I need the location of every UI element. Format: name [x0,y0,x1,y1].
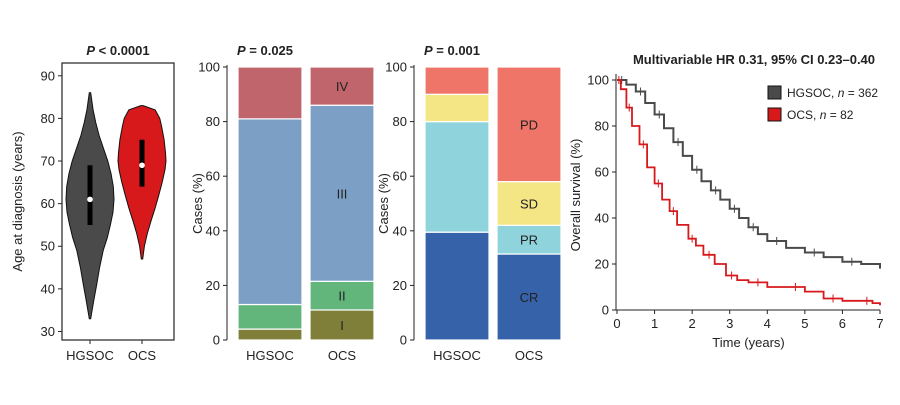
violin-median-dot-hgsoc [87,196,93,203]
response-bar-segment-ocs-pd [496,66,562,183]
response-bar-segment-hgsoc-pd [424,66,490,95]
legend-separator: , [813,108,820,122]
response-x-tick-label: OCS [515,348,544,363]
violin-x-tick-label: OCS [128,348,157,363]
violin-median-dot-ocs [139,162,145,169]
survival-x-tick-label: 3 [726,316,733,331]
stage-title-p: P [237,43,246,58]
response-bar-segment-hgsoc-pr [424,120,490,233]
violin-title: P < 0.0001 [86,43,149,58]
response-bar-segment-ocs-cr [496,253,562,341]
violin-y-tick-label: 90 [41,68,55,83]
stage-y-axis-title: Cases (%) [190,173,205,234]
legend-n-value: 362 [858,86,878,100]
survival-curve-ocs [617,79,881,306]
survival-y-tick-label: 80 [595,119,609,134]
violin-title-p: P [86,43,95,58]
response-y-tick-label: 80 [393,114,407,129]
stage-y-tick-label: 60 [206,169,220,184]
response-title-value: = 0.001 [433,43,480,58]
stage-y-tick-label: 100 [198,60,220,75]
stage-bar-segment-ocs-iv [309,66,375,106]
response-bar-segment-ocs-sd [496,181,562,226]
survival-x-tick-label: 1 [651,316,658,331]
response-y-tick-label: 60 [393,169,407,184]
legend-equals: = [826,108,840,122]
stage-y-tick-label: 80 [206,114,220,129]
stage-segment-label-ii: II [338,289,345,304]
legend-n-symbol: n [820,108,827,122]
stage-bar-segment-hgsoc-ii [237,303,303,330]
stage-x-tick-label: OCS [328,348,357,363]
response-bar-segment-hgsoc-sd [424,93,490,123]
survival-x-tick-label: 2 [689,316,696,331]
survival-x-axis-title: Time (years) [712,335,784,350]
response-y-axis-title: Cases (%) [376,173,391,234]
legend-swatch-hgsoc [767,85,782,100]
response-segment-label-pd: PD [520,117,538,132]
response-y-tick-label: 0 [400,333,407,348]
survival-y-tick-label: 0 [602,303,609,318]
survival-x-tick-label: 6 [839,316,846,331]
stage-bar-segment-ocs-i [309,309,375,341]
survival-x-tick-label: 5 [801,316,808,331]
survival-y-tick-label: 60 [595,165,609,180]
stage-segment-label-iii: III [337,186,348,201]
legend-equals: = [844,86,858,100]
legend-swatch-ocs [767,107,782,122]
stage-bar-segment-ocs-ii [309,280,375,311]
stage-bar-segment-hgsoc-iii [237,118,303,306]
stage-y-tick-label: 20 [206,278,220,293]
response-y-tick-label: 40 [393,223,407,238]
stage-segment-label-i: I [340,318,344,333]
stage-segment-label-iv: IV [336,79,349,94]
legend-entry-ocs: OCS, n = 82 [787,108,854,122]
violin-y-tick-label: 60 [41,196,55,211]
stage-bar-segment-hgsoc-iv [237,66,303,120]
stage-y-tick-label: 0 [213,333,220,348]
survival-curve-hgsoc [617,79,881,269]
response-segment-label-pr: PR [520,233,538,248]
violin-y-tick-label: 80 [41,111,55,126]
stage-title-value: = 0.025 [246,43,293,58]
response-bar-segment-ocs-pr [496,224,562,255]
violin-y-tick-label: 70 [41,154,55,169]
response-title-p: P [424,43,433,58]
legend-n-value: 82 [840,108,854,122]
response-y-tick-label: 20 [393,278,407,293]
legend-n-symbol: n [838,86,845,100]
stage-y-tick-label: 40 [206,223,220,238]
response-y-tick-label: 100 [385,60,407,75]
survival-y-tick-label: 20 [595,257,609,272]
violin-y-tick-label: 30 [41,324,55,339]
survival-y-tick-label: 40 [595,211,609,226]
survival-y-tick-label: 100 [587,73,609,88]
stage-x-tick-label: HGSOC [246,348,294,363]
stage-bar-segment-hgsoc-i [237,328,303,341]
response-segment-label-cr: CR [520,290,539,305]
legend-series-name: OCS [787,108,813,122]
violin-y-tick-label: 40 [41,281,55,296]
violin-y-tick-label: 50 [41,239,55,254]
violin-y-axis-title: Age at diagnosis (years) [10,131,25,271]
stage-title: P = 0.025 [237,43,293,58]
survival-x-tick-label: 7 [876,316,883,331]
violin-x-tick-label: HGSOC [66,348,114,363]
legend-entry-hgsoc: HGSOC, n = 362 [787,86,878,100]
survival-x-tick-label: 4 [764,316,771,331]
response-bar-segment-hgsoc-cr [424,231,490,341]
survival-x-tick-label: 0 [613,316,620,331]
response-title: P = 0.001 [424,43,480,58]
response-x-tick-label: HGSOC [433,348,481,363]
survival-y-axis-title: Overall survival (%) [568,139,583,252]
violin-title-value: < 0.0001 [95,43,150,58]
legend-series-name: HGSOC [787,86,831,100]
survival-title: Multivariable HR 0.31, 95% CI 0.23–0.40 [633,52,875,67]
stage-bar-segment-ocs-iii [309,104,375,282]
legend-separator: , [831,86,838,100]
response-segment-label-sd: SD [520,197,538,212]
